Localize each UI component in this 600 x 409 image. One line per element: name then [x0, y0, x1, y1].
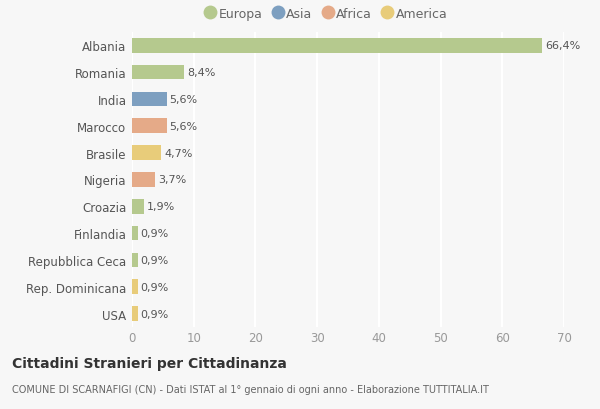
Text: 0,9%: 0,9%: [140, 255, 169, 265]
Text: 5,6%: 5,6%: [170, 94, 198, 105]
Text: 0,9%: 0,9%: [140, 282, 169, 292]
Text: COMUNE DI SCARNAFIGI (CN) - Dati ISTAT al 1° gennaio di ogni anno - Elaborazione: COMUNE DI SCARNAFIGI (CN) - Dati ISTAT a…: [12, 384, 489, 394]
Text: 4,7%: 4,7%: [164, 148, 193, 158]
Text: 1,9%: 1,9%: [147, 202, 175, 212]
Bar: [132, 226, 137, 241]
Legend: Europa, Asia, Africa, America: Europa, Asia, Africa, America: [205, 8, 448, 20]
Bar: [132, 92, 167, 107]
Bar: [132, 306, 137, 321]
Text: 0,9%: 0,9%: [140, 309, 169, 319]
Bar: [132, 146, 161, 161]
Bar: [132, 39, 542, 54]
Text: Cittadini Stranieri per Cittadinanza: Cittadini Stranieri per Cittadinanza: [12, 356, 287, 370]
Bar: [132, 173, 155, 187]
Bar: [132, 119, 167, 134]
Bar: [132, 65, 184, 80]
Text: 66,4%: 66,4%: [545, 41, 580, 51]
Text: 0,9%: 0,9%: [140, 229, 169, 238]
Text: 3,7%: 3,7%: [158, 175, 186, 185]
Bar: [132, 253, 137, 267]
Text: 8,4%: 8,4%: [187, 68, 215, 78]
Bar: [132, 280, 137, 294]
Bar: [132, 199, 144, 214]
Text: 5,6%: 5,6%: [170, 121, 198, 131]
